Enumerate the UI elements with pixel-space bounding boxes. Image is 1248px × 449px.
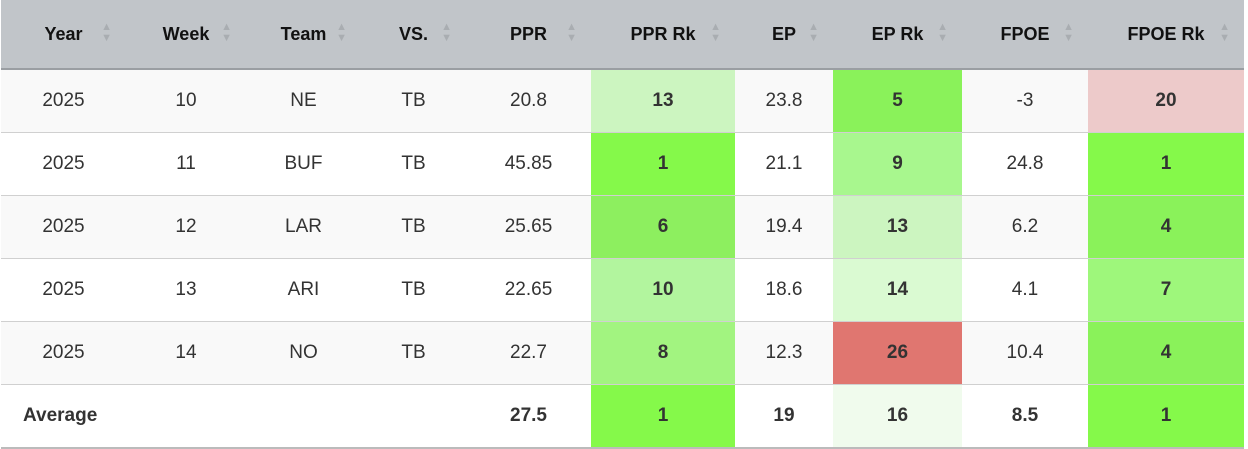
sort-arrows-icon[interactable]: ▲ ▼ — [1063, 21, 1074, 44]
column-header-team[interactable]: Team ▲ ▼ — [246, 0, 361, 70]
cell-team: BUF — [246, 132, 361, 196]
cell-vs — [361, 384, 466, 449]
table-row: 2025 14 NO TB 22.7 8 12.3 26 10.4 4 — [1, 321, 1244, 385]
cell-ppr: 27.5 — [466, 384, 591, 449]
column-label: VS. — [398, 23, 428, 44]
cell-week — [126, 384, 246, 449]
cell-week: 10 — [126, 69, 246, 133]
cell-week: 11 — [126, 132, 246, 196]
sort-arrows-icon[interactable]: ▲ ▼ — [1219, 21, 1230, 44]
cell-fpoe: 24.8 — [962, 132, 1088, 196]
cell-year: 2025 — [1, 321, 126, 385]
cell-fpoe-rk: 1 — [1088, 132, 1244, 196]
cell-ep-rk: 26 — [833, 321, 962, 385]
table-row: 2025 11 BUF TB 45.85 1 21.1 9 24.8 1 — [1, 132, 1244, 196]
cell-ep-rk: 13 — [833, 195, 962, 259]
cell-team: LAR — [246, 195, 361, 259]
column-header-fpoe-rk[interactable]: FPOE Rk ▲ ▼ — [1088, 0, 1244, 70]
cell-ppr-rk: 6 — [591, 195, 735, 259]
sort-arrows-icon[interactable]: ▲ ▼ — [101, 21, 112, 44]
cell-fpoe: 10.4 — [962, 321, 1088, 385]
cell-ppr: 45.85 — [466, 132, 591, 196]
sort-arrows-icon[interactable]: ▲ ▼ — [808, 21, 819, 44]
cell-ppr-rk: 10 — [591, 258, 735, 322]
cell-ep: 18.6 — [735, 258, 833, 322]
sort-arrows-icon[interactable]: ▲ ▼ — [937, 21, 948, 44]
cell-ep: 19 — [735, 384, 833, 449]
cell-ep: 21.1 — [735, 132, 833, 196]
column-label: FPOE — [1000, 23, 1050, 44]
cell-ep: 19.4 — [735, 195, 833, 259]
cell-fpoe: 6.2 — [962, 195, 1088, 259]
cell-year: Average — [1, 384, 126, 449]
sort-arrows-icon[interactable]: ▲ ▼ — [221, 21, 232, 44]
column-header-vs[interactable]: VS. ▲ ▼ — [361, 0, 466, 70]
cell-week: 12 — [126, 195, 246, 259]
cell-ep-rk: 14 — [833, 258, 962, 322]
cell-year: 2025 — [1, 69, 126, 133]
column-label: PPR Rk — [630, 23, 696, 44]
cell-ppr: 22.65 — [466, 258, 591, 322]
sort-arrows-icon[interactable]: ▲ ▼ — [710, 21, 721, 44]
cell-ppr: 22.7 — [466, 321, 591, 385]
cell-ppr-rk: 1 — [591, 132, 735, 196]
table-row: 2025 10 NE TB 20.8 13 23.8 5 -3 20 — [1, 69, 1244, 133]
cell-ep-rk: 5 — [833, 69, 962, 133]
column-header-week[interactable]: Week ▲ ▼ — [126, 0, 246, 70]
column-label: PPR — [509, 23, 547, 44]
cell-vs: TB — [361, 132, 466, 196]
cell-week: 13 — [126, 258, 246, 322]
cell-year: 2025 — [1, 258, 126, 322]
cell-team: ARI — [246, 258, 361, 322]
cell-fpoe: 4.1 — [962, 258, 1088, 322]
table-row: 2025 13 ARI TB 22.65 10 18.6 14 4.1 7 — [1, 258, 1244, 322]
cell-ppr-rk: 8 — [591, 321, 735, 385]
cell-team: NO — [246, 321, 361, 385]
column-label: EP — [771, 23, 796, 44]
sort-arrows-icon[interactable]: ▲ ▼ — [566, 21, 577, 44]
cell-year: 2025 — [1, 195, 126, 259]
column-label: Year — [44, 23, 83, 44]
cell-fpoe-rk: 4 — [1088, 195, 1244, 259]
cell-ep: 12.3 — [735, 321, 833, 385]
cell-week: 14 — [126, 321, 246, 385]
column-header-ep[interactable]: EP ▲ ▼ — [735, 0, 833, 70]
column-header-ppr-rk[interactable]: PPR Rk ▲ ▼ — [591, 0, 735, 70]
cell-fpoe-rk: 1 — [1088, 384, 1244, 449]
column-label: Team — [280, 23, 327, 44]
cell-ep-rk: 16 — [833, 384, 962, 449]
cell-ppr-rk: 1 — [591, 384, 735, 449]
column-header-year[interactable]: Year ▲ ▼ — [1, 0, 126, 70]
cell-vs: TB — [361, 195, 466, 259]
cell-year: 2025 — [1, 132, 126, 196]
column-label: FPOE Rk — [1127, 23, 1205, 44]
cell-fpoe-rk: 4 — [1088, 321, 1244, 385]
cell-team: NE — [246, 69, 361, 133]
cell-fpoe: -3 — [962, 69, 1088, 133]
cell-ep: 23.8 — [735, 69, 833, 133]
table-row: 2025 12 LAR TB 25.65 6 19.4 13 6.2 4 — [1, 195, 1244, 259]
cell-fpoe: 8.5 — [962, 384, 1088, 449]
cell-vs: TB — [361, 258, 466, 322]
average-row: Average 27.5 1 19 16 8.5 1 — [1, 384, 1244, 449]
column-header-ep-rk[interactable]: EP Rk ▲ ▼ — [833, 0, 962, 70]
cell-fpoe-rk: 20 — [1088, 69, 1244, 133]
cell-ppr-rk: 13 — [591, 69, 735, 133]
cell-vs: TB — [361, 321, 466, 385]
cell-ppr: 20.8 — [466, 69, 591, 133]
column-label: EP Rk — [871, 23, 924, 44]
cell-fpoe-rk: 7 — [1088, 258, 1244, 322]
cell-vs: TB — [361, 69, 466, 133]
sort-arrows-icon[interactable]: ▲ ▼ — [441, 21, 452, 44]
column-label: Week — [162, 23, 210, 44]
sort-arrows-icon[interactable]: ▲ ▼ — [336, 21, 347, 44]
column-header-fpoe[interactable]: FPOE ▲ ▼ — [962, 0, 1088, 70]
cell-ep-rk: 9 — [833, 132, 962, 196]
cell-team — [246, 384, 361, 449]
column-header-ppr[interactable]: PPR ▲ ▼ — [466, 0, 591, 70]
header-row: Year ▲ ▼ Week ▲ ▼ Team ▲ ▼ VS. ▲ ▼ PPR ▲ ▼ PPR Rk ▲ ▼ EP ▲ ▼… — [1, 0, 1244, 70]
cell-ppr: 25.65 — [466, 195, 591, 259]
